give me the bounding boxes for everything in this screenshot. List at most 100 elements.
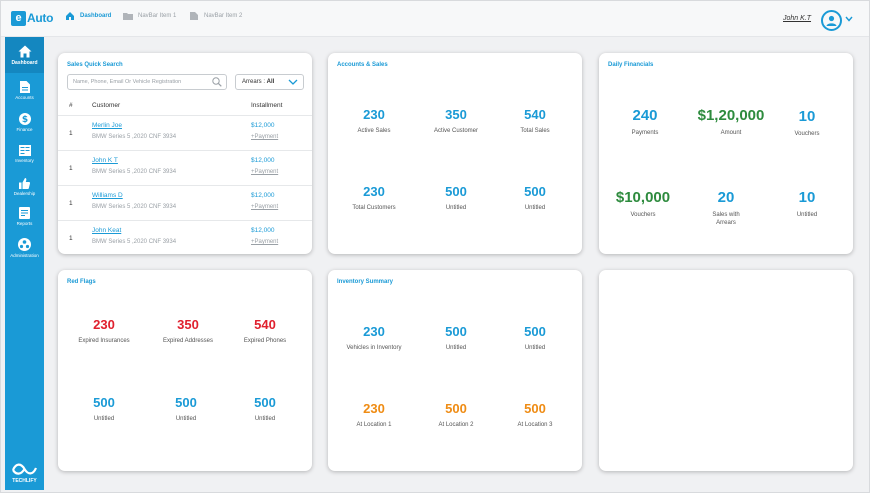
stat-label: Vouchers: [794, 131, 820, 137]
sidebar-item-label: Finance: [16, 127, 33, 132]
app-logo[interactable]: e Auto: [11, 10, 53, 26]
stat-label: Expired Insurances: [78, 338, 130, 344]
navbar-item-1[interactable]: NavBar Item 1: [123, 11, 176, 21]
stat-value: 240: [632, 107, 658, 124]
stat-value: $10,000: [615, 189, 671, 206]
stat-value: 230: [363, 401, 385, 416]
stat-at-location-2: 500 At Location 2: [416, 401, 496, 430]
sidebar-item-dealership[interactable]: Dealership: [5, 178, 44, 196]
stat-value: 500: [93, 395, 115, 410]
user-icon: [826, 15, 837, 26]
customer-link[interactable]: John K T: [92, 157, 118, 164]
customer-link[interactable]: John Keat: [92, 227, 122, 234]
search-icon[interactable]: [212, 77, 222, 87]
header-installment: Installment: [251, 102, 283, 109]
stat-active-customer: 350 Active Customer: [416, 107, 496, 136]
installment-amount: $12,000: [251, 192, 275, 199]
card-title: Sales Quick Search: [67, 62, 123, 68]
add-payment-link[interactable]: +Payment: [251, 134, 279, 140]
navbar-item-dashboard[interactable]: Dashboard: [65, 11, 111, 21]
table-row: 1 Merlin Joe BMW Series 5 ,2020 CNF 3934…: [58, 115, 312, 150]
stat-label: Untitled: [524, 345, 546, 351]
stat-vouchers-amount: $10,000 Vouchers: [603, 189, 683, 220]
stat-value: 10: [798, 108, 816, 125]
stat-label: Sales with Arrears: [712, 212, 740, 226]
sidebar-item-reports[interactable]: Reports: [5, 207, 44, 226]
row-index: 1: [69, 130, 73, 137]
stat-value: $1,20,000: [697, 107, 765, 124]
stat-expired-phones: 540 Expired Phones: [225, 317, 305, 346]
folder-icon: [123, 13, 133, 20]
stat-value: 540: [254, 317, 276, 332]
avatar[interactable]: [821, 10, 842, 31]
sidebar-item-finance[interactable]: $ Finance: [5, 113, 44, 132]
chevron-down-icon: [288, 79, 298, 85]
sidebar-item-administration[interactable]: Administration: [5, 238, 44, 258]
vehicle-info: BMW Series 5 ,2020 CNF 3934: [92, 169, 177, 175]
sidebar-item-label: Dealership: [13, 191, 36, 196]
customer-link[interactable]: Williams D: [92, 192, 123, 199]
search-input[interactable]: Name, Phone, Email Or Vehicle Registrati…: [67, 74, 227, 90]
stat-label: Untitled: [524, 205, 546, 211]
navbar-item-2[interactable]: NavBar Item 2: [189, 11, 242, 21]
installment-amount: $12,000: [251, 227, 275, 234]
stat-untitled: 500 Untitled: [495, 324, 575, 353]
arrears-filter-select[interactable]: Arrears : All: [235, 74, 304, 90]
stat-label: Untitled: [445, 205, 467, 211]
stat-value: 500: [524, 184, 546, 199]
sidebar: Dashboard Accounts $ Finance Inventory D…: [5, 37, 44, 490]
filter-value: All: [266, 79, 275, 85]
stat-payments: 240 Payments: [605, 107, 685, 138]
add-payment-link[interactable]: +Payment: [251, 169, 279, 175]
stat-label: Payments: [631, 130, 659, 136]
stat-label: Total Customers: [352, 205, 396, 211]
stat-value: 500: [445, 401, 467, 416]
customer-link[interactable]: Merlin Joe: [92, 122, 122, 129]
filter-label: Arrears :: [242, 79, 267, 85]
daily-financials-card: Daily Financials 240 Payments $1,20,000 Am…: [599, 53, 853, 254]
svg-text:$: $: [21, 115, 27, 125]
stat-value: 500: [524, 324, 546, 339]
stat-sales-with-arrears: 20 Sales with Arrears: [686, 189, 766, 228]
stat-value: 500: [445, 324, 467, 339]
header-index: #: [69, 102, 73, 109]
chevron-down-icon[interactable]: [845, 16, 853, 22]
sidebar-item-accounts[interactable]: Accounts: [5, 81, 44, 100]
stat-untitled: 500 Untitled: [416, 324, 496, 353]
user-name-link[interactable]: John K.T: [783, 15, 812, 22]
stat-label: Active Customer: [433, 128, 478, 134]
stat-label: Total Sales: [520, 128, 550, 134]
header-customer: Customer: [92, 102, 121, 109]
sidebar-item-dashboard[interactable]: Dashboard: [5, 37, 44, 73]
stat-expired-insurances: 230 Expired Insurances: [64, 317, 144, 346]
stat-value: 500: [175, 395, 197, 410]
brand-name: TECHLIFY: [12, 478, 37, 484]
navbar-item-label: NavBar Item 1: [138, 13, 177, 19]
stat-untitled: 500 Untitled: [495, 184, 575, 213]
admin-icon: [18, 238, 31, 251]
sidebar-item-label: Accounts: [15, 95, 34, 100]
stat-label: Untitled: [175, 416, 197, 422]
sidebar-item-inventory[interactable]: Inventory: [5, 145, 44, 163]
row-index: 1: [69, 200, 73, 207]
row-index: 1: [69, 165, 73, 172]
stat-value: 500: [254, 395, 276, 410]
stat-value: 500: [524, 401, 546, 416]
add-payment-link[interactable]: +Payment: [251, 204, 279, 210]
stat-label: Untitled: [254, 416, 276, 422]
stat-label: At Location 2: [438, 422, 474, 428]
thumbs-up-icon: [19, 178, 30, 189]
stat-label: Untitled: [445, 345, 467, 351]
red-flags-card: Red Flags 230 Expired Insurances 350 Expir…: [58, 270, 312, 471]
stat-label: At Location 3: [517, 422, 553, 428]
stat-vouchers: 10 Vouchers: [767, 108, 847, 139]
navbar-item-label: Dashboard: [80, 13, 112, 19]
stat-value: 230: [363, 107, 385, 122]
row-index: 1: [69, 235, 73, 242]
stat-value: 10: [798, 189, 816, 206]
stat-label: Expired Phones: [243, 338, 287, 344]
file-icon: [19, 81, 30, 93]
stat-label: Active Sales: [357, 128, 391, 134]
add-payment-link[interactable]: +Payment: [251, 239, 279, 245]
techlify-logo-icon: [11, 463, 38, 475]
